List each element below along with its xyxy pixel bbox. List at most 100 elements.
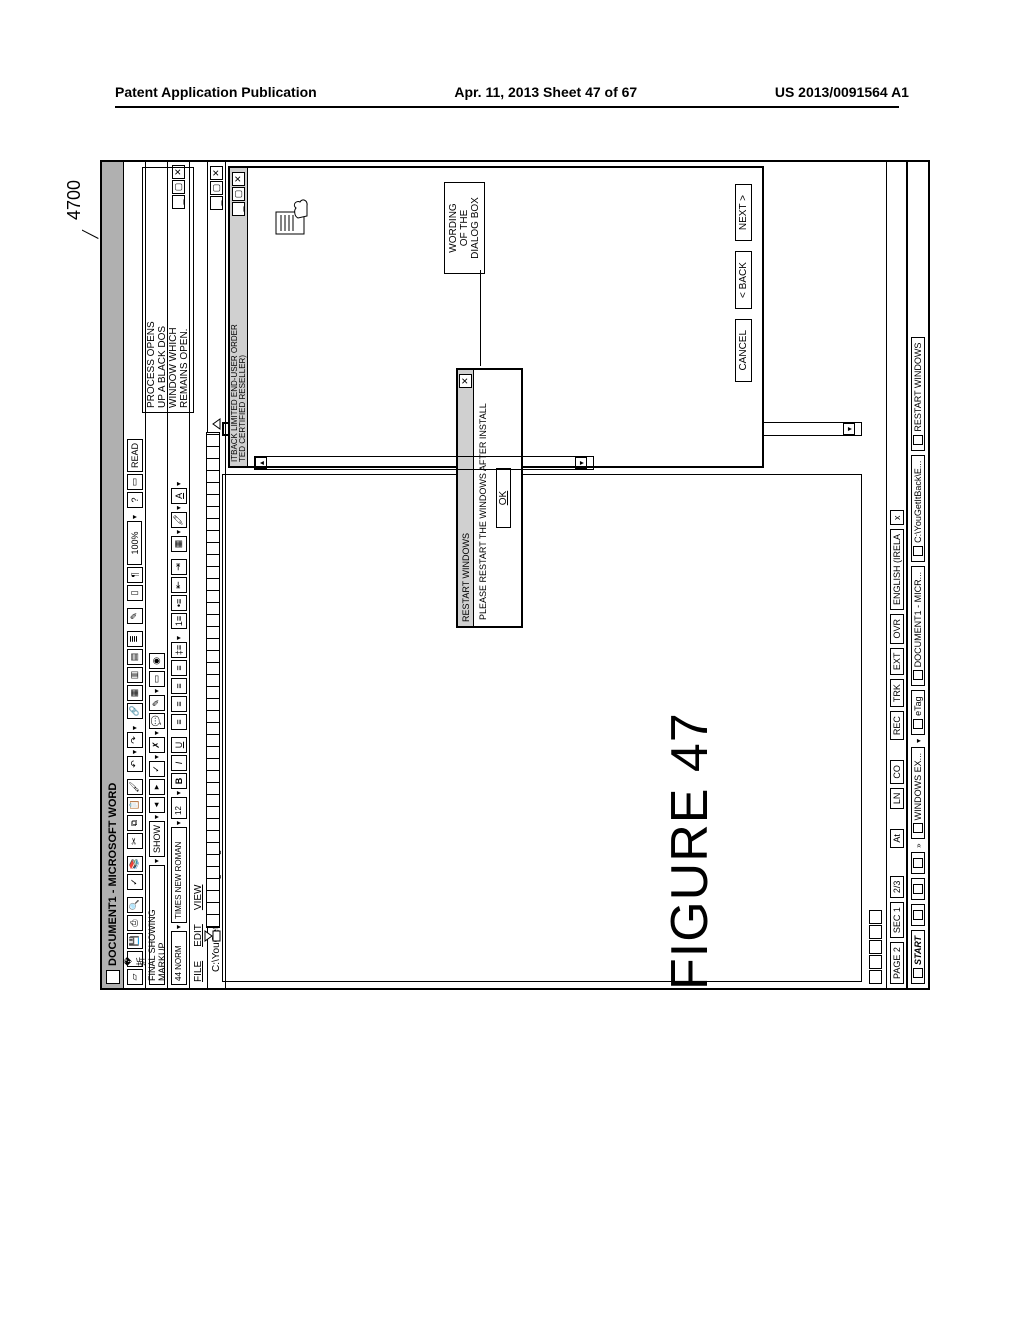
taskbar-item-0[interactable]: WINDOWS EX...: [911, 747, 925, 840]
status-lang: ENGLISH (IRELA: [890, 529, 904, 610]
insert-table-icon[interactable]: ▥: [127, 667, 143, 683]
cancel-button[interactable]: CANCEL: [735, 319, 752, 382]
normal-view-icon[interactable]: [869, 970, 882, 984]
menu-file[interactable]: FILE: [193, 961, 204, 982]
ok-button[interactable]: OK: [496, 468, 511, 528]
start-button[interactable]: START: [911, 930, 925, 984]
restart-close-icon[interactable]: ✕: [459, 374, 472, 388]
installer-titlebar: ITBACK LIMITED END-USER ORDER TED CERTIF…: [230, 168, 248, 466]
decrease-indent-icon[interactable]: ⇤: [171, 577, 187, 593]
installer-close-icon[interactable]: ✕: [232, 172, 245, 186]
restart-dialog-body: PLEASE RESTART THE WINDOWS AFTER INSTALL…: [474, 370, 521, 626]
format-painter-icon[interactable]: 🖌: [127, 779, 143, 795]
columns-icon[interactable]: ≣: [127, 631, 143, 647]
increase-indent-icon[interactable]: ⇥: [171, 559, 187, 575]
align-left-icon[interactable]: ≡: [171, 714, 187, 730]
menu-view[interactable]: VIEW: [193, 885, 204, 911]
installer-scroll-up-icon[interactable]: ▴: [255, 457, 267, 469]
comment-icon[interactable]: 💬: [149, 713, 165, 729]
new-icon[interactable]: ▱: [127, 969, 143, 985]
installer-scroll-down-icon[interactable]: ▾: [575, 457, 587, 469]
research-icon[interactable]: 📚: [127, 856, 143, 872]
quicklaunch-3[interactable]: [911, 852, 925, 874]
spell-icon[interactable]: ✓: [127, 874, 143, 890]
font-box[interactable]: TIMES NEW ROMAN: [171, 827, 187, 923]
taskbar-item-0-label: WINDOWS EX...: [913, 753, 923, 821]
quicklaunch-2[interactable]: [911, 878, 925, 900]
dos-close-icon[interactable]: ✕: [210, 166, 223, 180]
read-button[interactable]: READ: [127, 439, 143, 472]
align-right-icon[interactable]: ≡: [171, 678, 187, 694]
print-view-icon[interactable]: [869, 940, 882, 954]
balloons-icon[interactable]: ◉: [149, 653, 165, 669]
task-icon-4: [913, 435, 923, 445]
open-icon[interactable]: �折: [127, 951, 143, 967]
line-spacing-icon[interactable]: ‡≡: [171, 642, 187, 658]
installer-scrollbar[interactable]: ▴ ▾: [254, 456, 594, 470]
save-icon[interactable]: 💾: [127, 933, 143, 949]
highlight-icon[interactable]: 🖍: [171, 512, 187, 528]
menu-edit[interactable]: EDIT: [193, 924, 204, 947]
style-box[interactable]: 44 NORM: [171, 931, 187, 985]
reviewing-pane-icon[interactable]: ▭: [149, 671, 165, 687]
document-area[interactable]: [222, 474, 862, 982]
paste-icon[interactable]: 📋: [127, 797, 143, 813]
help-icon[interactable]: ?: [127, 492, 143, 508]
zoom-level[interactable]: 100%: [127, 521, 142, 565]
ruler-indent-left[interactable]: [204, 930, 222, 942]
rotated-figure: 4700 ╱ DOCUMENT1 - MICROSOFT WORD ▱ �折 💾…: [100, 160, 930, 990]
taskbar-item-2[interactable]: DOCUMENT1 - MICR...: [911, 566, 925, 687]
hyperlink-icon[interactable]: 🔗: [127, 703, 143, 719]
back-button[interactable]: < BACK: [735, 251, 752, 309]
screenshot-frame: DOCUMENT1 - MICROSOFT WORD ▱ �折 💾 ⎙ 🔍 ✓ …: [100, 160, 930, 990]
taskbar-item-1[interactable]: eTag: [911, 690, 925, 735]
tables-icon[interactable]: ▦: [127, 685, 143, 701]
numbering-icon[interactable]: 1≡: [171, 613, 187, 629]
bold-icon[interactable]: B: [171, 773, 187, 789]
show-dropdown[interactable]: SHOW: [149, 821, 165, 857]
font-color-icon[interactable]: A: [171, 488, 187, 504]
scroll-down-icon[interactable]: ▾: [843, 423, 855, 435]
accept-icon[interactable]: ✓: [149, 761, 165, 777]
show-hide-icon[interactable]: ¶: [127, 567, 143, 583]
fontsize-box[interactable]: 12: [171, 797, 187, 819]
dos-minimize-icon[interactable]: _: [210, 196, 223, 210]
statusbar: PAGE 2 SEC 1 2/3 At LN CO REC TRK EXT OV…: [886, 162, 906, 988]
doc-map-icon[interactable]: ▯: [127, 585, 143, 601]
preview-icon[interactable]: 🔍: [127, 897, 143, 913]
justify-icon[interactable]: ≡: [171, 660, 187, 676]
installer-maximize-icon[interactable]: ▢: [232, 187, 245, 201]
track-changes-icon[interactable]: ✎: [149, 695, 165, 711]
underline-icon[interactable]: U: [171, 737, 187, 753]
web-view-icon[interactable]: [869, 955, 882, 969]
callout-wording-l2: OF THE: [459, 188, 470, 268]
installer-title-l2: TED CERTIFIED RESELLER): [239, 324, 247, 462]
italic-icon[interactable]: I: [171, 755, 187, 771]
prev-change-icon[interactable]: ◂: [149, 797, 165, 813]
align-center-icon[interactable]: ≡: [171, 696, 187, 712]
taskbar-item-4[interactable]: RESTART WINDOWS: [911, 337, 925, 451]
next-button[interactable]: NEXT >: [735, 184, 752, 241]
taskbar-item-3[interactable]: C:\YouGetItBack\E...: [911, 455, 925, 562]
callout-process-l1: PROCESS OPENS: [146, 172, 157, 408]
next-change-icon[interactable]: ▸: [149, 779, 165, 795]
borders-icon[interactable]: ▦: [171, 536, 187, 552]
outline-view-icon[interactable]: [869, 925, 882, 939]
read-mode-icon[interactable]: ▭: [127, 474, 143, 490]
print-icon[interactable]: ⎙: [127, 915, 143, 931]
undo-icon[interactable]: ↶: [127, 756, 143, 772]
drawing-icon[interactable]: ✎: [127, 608, 143, 624]
reject-icon[interactable]: ✗: [149, 737, 165, 753]
quicklaunch-1[interactable]: [911, 904, 925, 926]
excel-icon[interactable]: ▤: [127, 649, 143, 665]
copy-icon[interactable]: ⧉: [127, 815, 143, 831]
ruler-indent-right[interactable]: [204, 418, 222, 430]
status-ln: LN: [890, 788, 904, 810]
final-showing-markup[interactable]: FINAL SHOWING MARKUP: [149, 865, 165, 985]
bullets-icon[interactable]: •≡: [171, 595, 187, 611]
redo-icon[interactable]: ↷: [127, 732, 143, 748]
dos-maximize-icon[interactable]: ▢: [210, 181, 223, 195]
cut-icon[interactable]: ✂: [127, 833, 143, 849]
installer-minimize-icon[interactable]: _: [232, 202, 245, 216]
reading-view-icon[interactable]: [869, 910, 882, 924]
